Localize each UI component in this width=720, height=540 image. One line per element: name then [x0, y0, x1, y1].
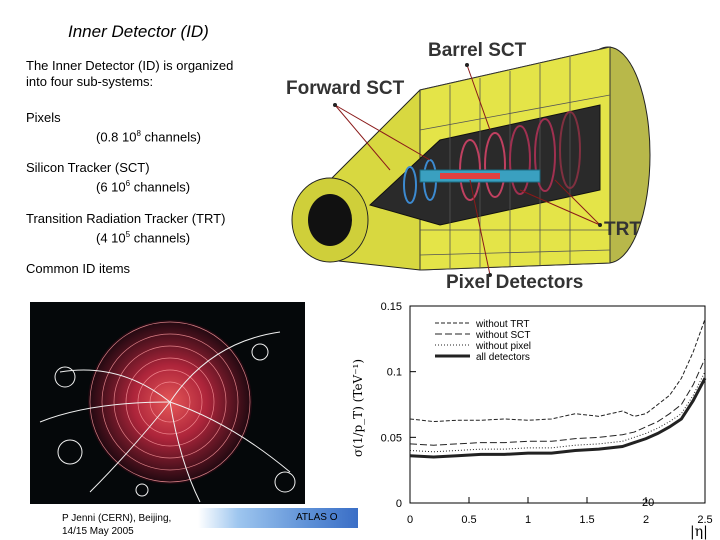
- x-tick-label: 0: [407, 514, 413, 526]
- resolution-chart: 0 0.05 0.1 0.15 0 0.5 1 1.5 2 2.5|η| σ(1/p_T) (TeV…: [340, 298, 720, 540]
- subsystem-name: Silicon Tracker (SCT): [26, 160, 150, 175]
- legend-label-0: without TRT: [475, 319, 530, 330]
- series-line-0: [409, 318, 706, 423]
- x-tick-label: 2.5: [697, 514, 712, 526]
- subsystem-trt: Transition Radiation Tracker (TRT) (4 10…: [26, 211, 225, 246]
- detector-illustration: [291, 46, 651, 277]
- event-display-image: [30, 302, 305, 504]
- slide-title: Inner Detector (ID): [68, 22, 209, 41]
- series-line-1: [409, 358, 706, 446]
- footer-bar: [198, 508, 358, 528]
- series-line-3: [409, 377, 707, 459]
- x-tick-label: 1: [525, 514, 531, 526]
- label-forward-sct: Forward SCT: [286, 78, 405, 99]
- footer-author-line-1: P Jenni (CERN), Beijing,: [62, 513, 172, 524]
- y-tick-label: 0: [396, 498, 402, 510]
- x-tick-label: 2: [643, 514, 649, 526]
- legend-label-3: all detectors: [476, 352, 530, 363]
- legend-label-2: without pixel: [475, 341, 531, 352]
- subsystem-pixels: Pixels (0.8 108 channels): [26, 110, 201, 145]
- common-items: Common ID items: [26, 261, 131, 276]
- label-trt: TRT: [604, 219, 641, 240]
- page-number: 20: [642, 497, 655, 509]
- subsystem-detail: (6 106 channels): [96, 179, 191, 195]
- intro-line-2: into four sub-systems:: [26, 74, 154, 89]
- y-tick-label: 0.15: [381, 301, 402, 313]
- footer-author-line-2: 14/15 May 2005: [62, 526, 134, 537]
- footer-author: P Jenni (CERN), Beijing, 14/15 May 2005: [62, 512, 171, 538]
- label-barrel-sct: Barrel SCT: [428, 40, 527, 61]
- subsystem-detail: (4 105 channels): [96, 230, 191, 246]
- x-tick-label: 1.5: [579, 514, 594, 526]
- intro-line-1: The Inner Detector (ID) is organized: [26, 58, 234, 73]
- x-tick-label: 0.5: [461, 514, 476, 526]
- y-tick-label: 0.05: [381, 432, 402, 444]
- legend-label-1: without SCT: [475, 330, 530, 341]
- intro-text: The Inner Detector (ID) is organized int…: [26, 58, 233, 90]
- footer-conference: ATLAS O: [296, 512, 338, 523]
- subsystem-name: Pixels: [26, 110, 61, 125]
- subsystem-detail: (0.8 108 channels): [96, 129, 201, 145]
- x-axis-label: |η|: [690, 524, 708, 540]
- subsystem-name: Transition Radiation Tracker (TRT): [26, 211, 226, 226]
- plot-frame: [409, 305, 706, 504]
- subsystem-sct: Silicon Tracker (SCT) (6 106 channels): [26, 160, 190, 195]
- label-pixel-detectors: Pixel Detectors: [446, 272, 584, 293]
- series-line-2: [409, 371, 706, 453]
- y-axis-label: σ(1/p_T) (TeV⁻¹): [351, 359, 365, 457]
- y-tick-label: 0.1: [387, 367, 402, 379]
